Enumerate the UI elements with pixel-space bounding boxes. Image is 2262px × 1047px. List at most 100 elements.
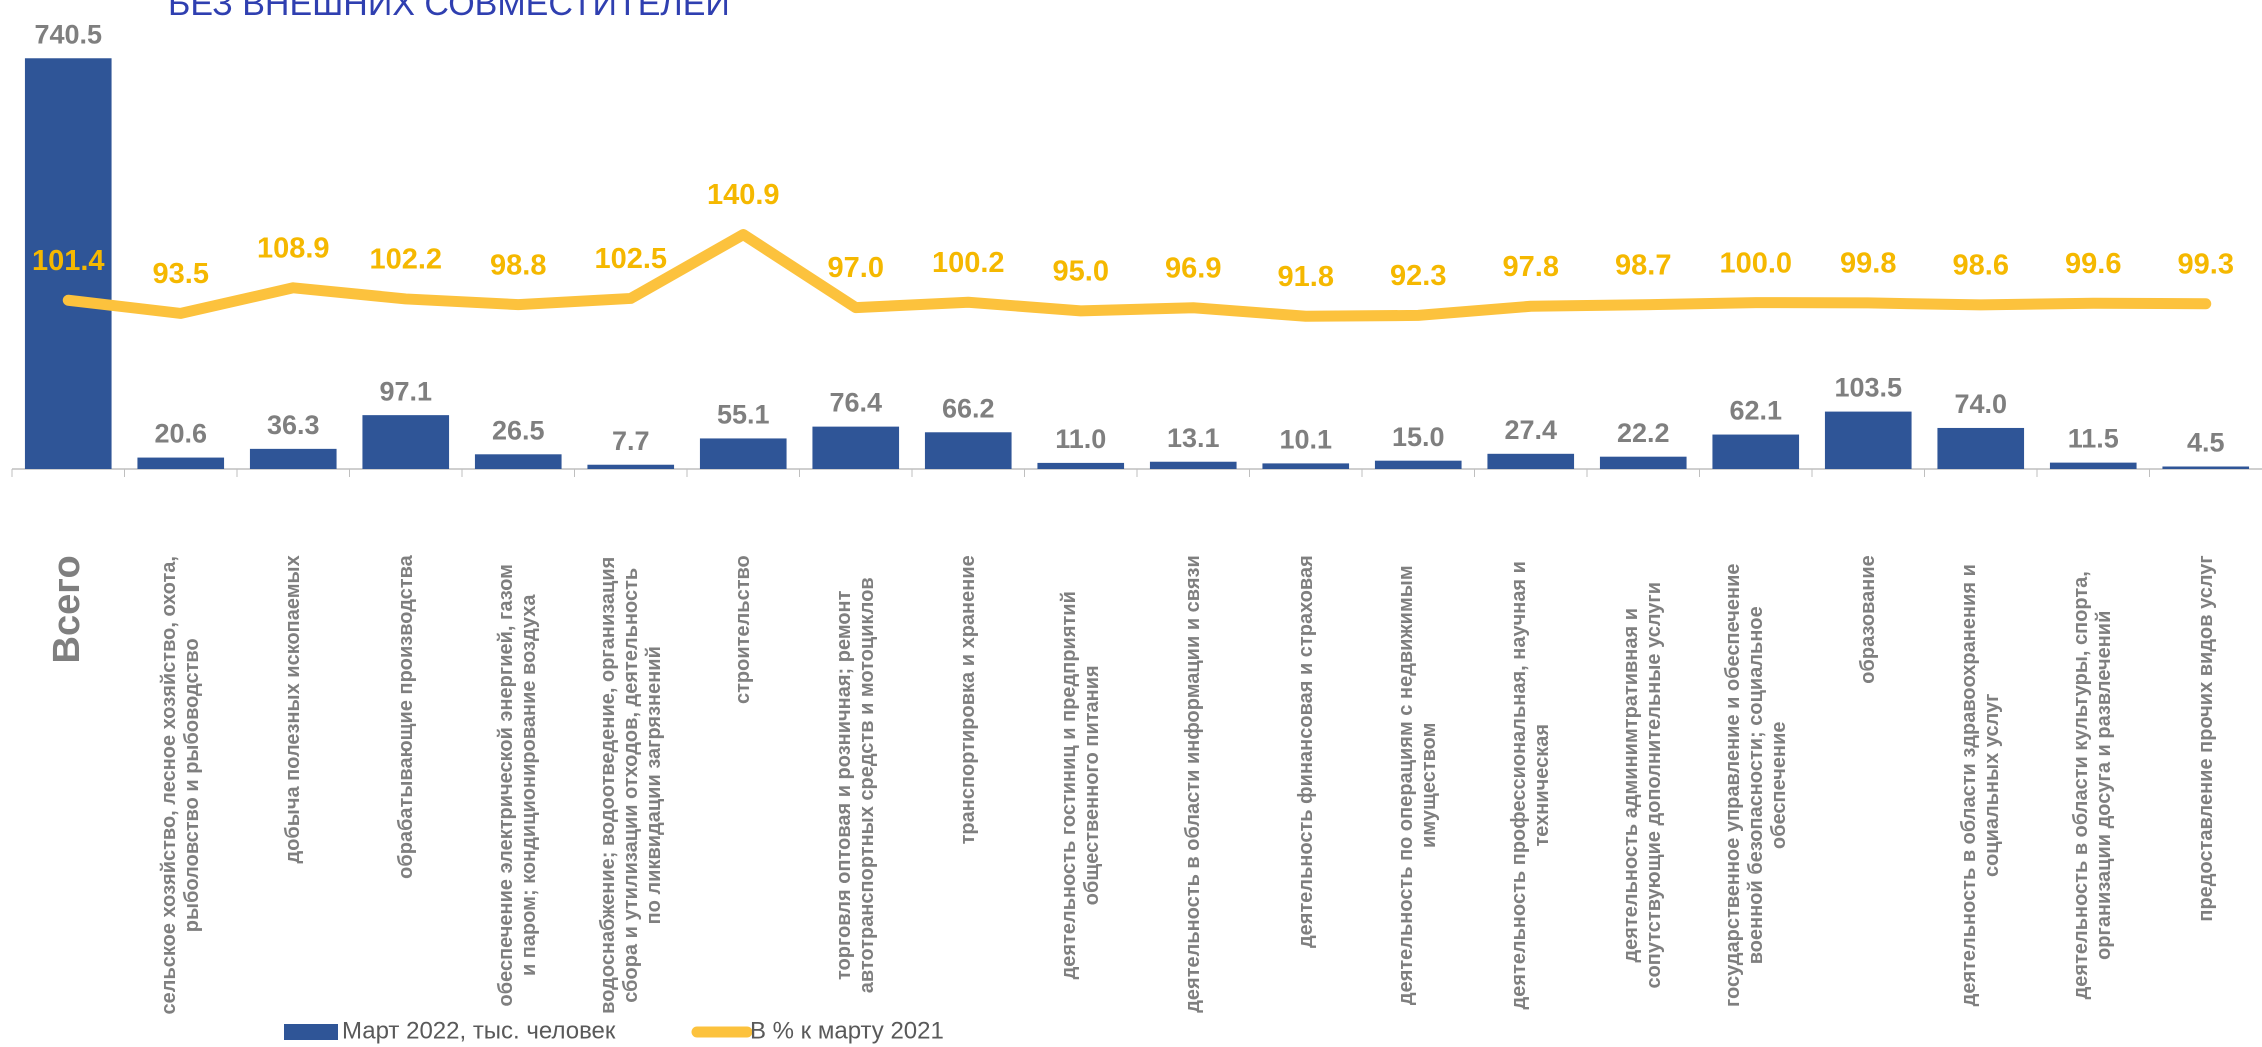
bar-value-label: 97.1: [379, 376, 432, 406]
category-text: обрабатывающие производства: [394, 555, 417, 879]
category-text: сельское хозяйство, лесное хозяйство, ох…: [157, 555, 203, 1015]
x-tick-label: деятельность профессиональная, научная и…: [1475, 555, 1588, 1015]
line-value-label: 91.8: [1278, 261, 1334, 293]
bar: [24, 58, 112, 469]
bar-value-label: 4.5: [2187, 428, 2225, 458]
bar: [1149, 461, 1237, 469]
category-text: образование: [1856, 555, 1879, 684]
bar-value-label: 22.2: [1617, 418, 1670, 448]
bar-value-label: 15.0: [1392, 422, 1445, 452]
category-text: деятельность гостиниц и предприятий обще…: [1057, 590, 1103, 980]
x-tick-label: сельское хозяйство, лесное хозяйство, ох…: [125, 555, 238, 1015]
bar-value-label: 20.6: [154, 419, 207, 449]
line-value-label: 96.9: [1165, 252, 1221, 284]
category-text: деятельность в области здравоохранения и…: [1957, 563, 2003, 1007]
x-tick-label: деятельность по операциям с недвижимым и…: [1362, 555, 1475, 1015]
bar-value-label: 36.3: [267, 410, 320, 440]
x-tick-label: деятельность в области информации и связ…: [1137, 555, 1250, 1015]
bar: [1262, 463, 1350, 469]
line: [62, 229, 2212, 322]
legend-swatch: [284, 1024, 338, 1040]
category-text: предоставление прочих видов услуг: [2194, 555, 2217, 922]
category-text: строительство: [731, 555, 754, 704]
bar: [1937, 427, 2025, 469]
line-value-label: 98.8: [490, 249, 546, 281]
bar: [587, 464, 675, 469]
bar: [1712, 434, 1800, 469]
bar: [362, 415, 450, 469]
bar: [249, 448, 337, 469]
line-value-label: 98.7: [1615, 249, 1671, 281]
line-value-label: 99.8: [1840, 248, 1896, 280]
x-tick-label: деятельность в области культуры, спорта,…: [2037, 555, 2150, 1015]
line-value-label: 92.3: [1390, 260, 1446, 292]
bar-value-label: 7.7: [612, 426, 650, 456]
category-text: деятельность финансовая и страховая: [1294, 555, 1317, 948]
bar: [924, 432, 1012, 469]
bar: [137, 457, 225, 469]
line-value-label: 100.2: [932, 247, 1005, 279]
bar-value-label: 103.5: [1834, 373, 1902, 403]
bar: [2162, 466, 2250, 469]
category-text: водоснабжение; водоотведение, организаци…: [596, 556, 665, 1014]
line-value-label: 99.3: [2178, 248, 2234, 280]
bar-value-label: 740.5: [34, 19, 102, 49]
x-tick-label: водоснабжение; водоотведение, организаци…: [575, 555, 688, 1015]
x-tick-label: транспортировка и хранение: [912, 555, 1025, 1015]
category-text: добыча полезных ископаемых: [281, 555, 304, 864]
bar: [1824, 411, 1912, 469]
bar-value-label: 11.5: [2068, 424, 2119, 454]
line-value-label: 97.8: [1503, 251, 1559, 283]
bar: [812, 426, 900, 469]
category-text: обеспечение электрической энергией, газо…: [495, 563, 541, 1007]
bar-value-label: 55.1: [717, 400, 770, 430]
bar: [2049, 462, 2137, 469]
category-text: государственное управление и обеспечение…: [1721, 563, 1790, 1007]
line-value-label: 95.0: [1053, 256, 1109, 288]
x-tick-label: торговля оптовая и розничная; ремонт авт…: [800, 555, 913, 1015]
x-tick-label: Всего: [12, 555, 125, 1015]
bar-value-label: 11.0: [1055, 424, 1106, 454]
x-tick-label: деятельность финансовая и страховая: [1250, 555, 1363, 1015]
bar: [1487, 453, 1575, 469]
bar-value-label: 74.0: [1954, 389, 2007, 419]
bar-value-label: 66.2: [942, 393, 995, 423]
x-tick-label: деятельность в области здравоохранения и…: [1925, 555, 2038, 1015]
x-tick-label: государственное управление и обеспечение…: [1700, 555, 1813, 1015]
bar-value-label: 27.4: [1504, 415, 1557, 445]
bar: [699, 438, 787, 469]
bar: [1037, 462, 1125, 469]
x-tick-label: образование: [1812, 555, 1925, 1015]
line-value-label: 140.9: [707, 179, 780, 211]
bar-value-label: 62.1: [1729, 396, 1782, 426]
x-tick-label: добыча полезных ископаемых: [237, 555, 350, 1015]
category-text: транспортировка и хранение: [956, 555, 979, 845]
legend-label: В % к марту 2021: [750, 1017, 944, 1044]
x-tick-label: деятельность гостиниц и предприятий обще…: [1025, 555, 1138, 1015]
x-tick-label: строительство: [687, 555, 800, 1015]
bar: [1599, 456, 1687, 469]
category-text: деятельность в области информации и связ…: [1181, 555, 1204, 1013]
category-text: деятельность админимтративная и сопутств…: [1620, 581, 1666, 989]
bar: [474, 454, 562, 469]
bar-value-label: 10.1: [1279, 425, 1332, 455]
category-text: деятельность по операциям с недвижимым и…: [1395, 565, 1441, 1005]
x-tick-label: обеспечение электрической энергией, газо…: [462, 555, 575, 1015]
x-tick-label: деятельность админимтративная и сопутств…: [1587, 555, 1700, 1015]
line-value-label: 99.6: [2065, 248, 2121, 280]
category-text: торговля оптовая и розничная; ремонт авт…: [832, 577, 878, 993]
category-text: деятельность в области культуры, спорта,…: [2070, 570, 2116, 1000]
category-text: Всего: [46, 555, 89, 664]
bar: [1374, 460, 1462, 469]
x-tick-label: обрабатывающие производства: [350, 555, 463, 1015]
line-value-label: 98.6: [1953, 250, 2009, 282]
line-value-label: 93.5: [153, 258, 209, 290]
line-value-label: 101.4: [32, 245, 105, 277]
line-value-label: 108.9: [257, 232, 330, 264]
x-tick-label: предоставление прочих видов услуг: [2150, 555, 2262, 1015]
category-text: деятельность профессиональная, научная и…: [1507, 560, 1553, 1010]
legend-label: Март 2022, тыс. человек: [342, 1017, 616, 1044]
chart-title: БЕЗ ВНЕШНИХ СОВМЕСТИТЕЛЕЙ: [168, 0, 730, 23]
